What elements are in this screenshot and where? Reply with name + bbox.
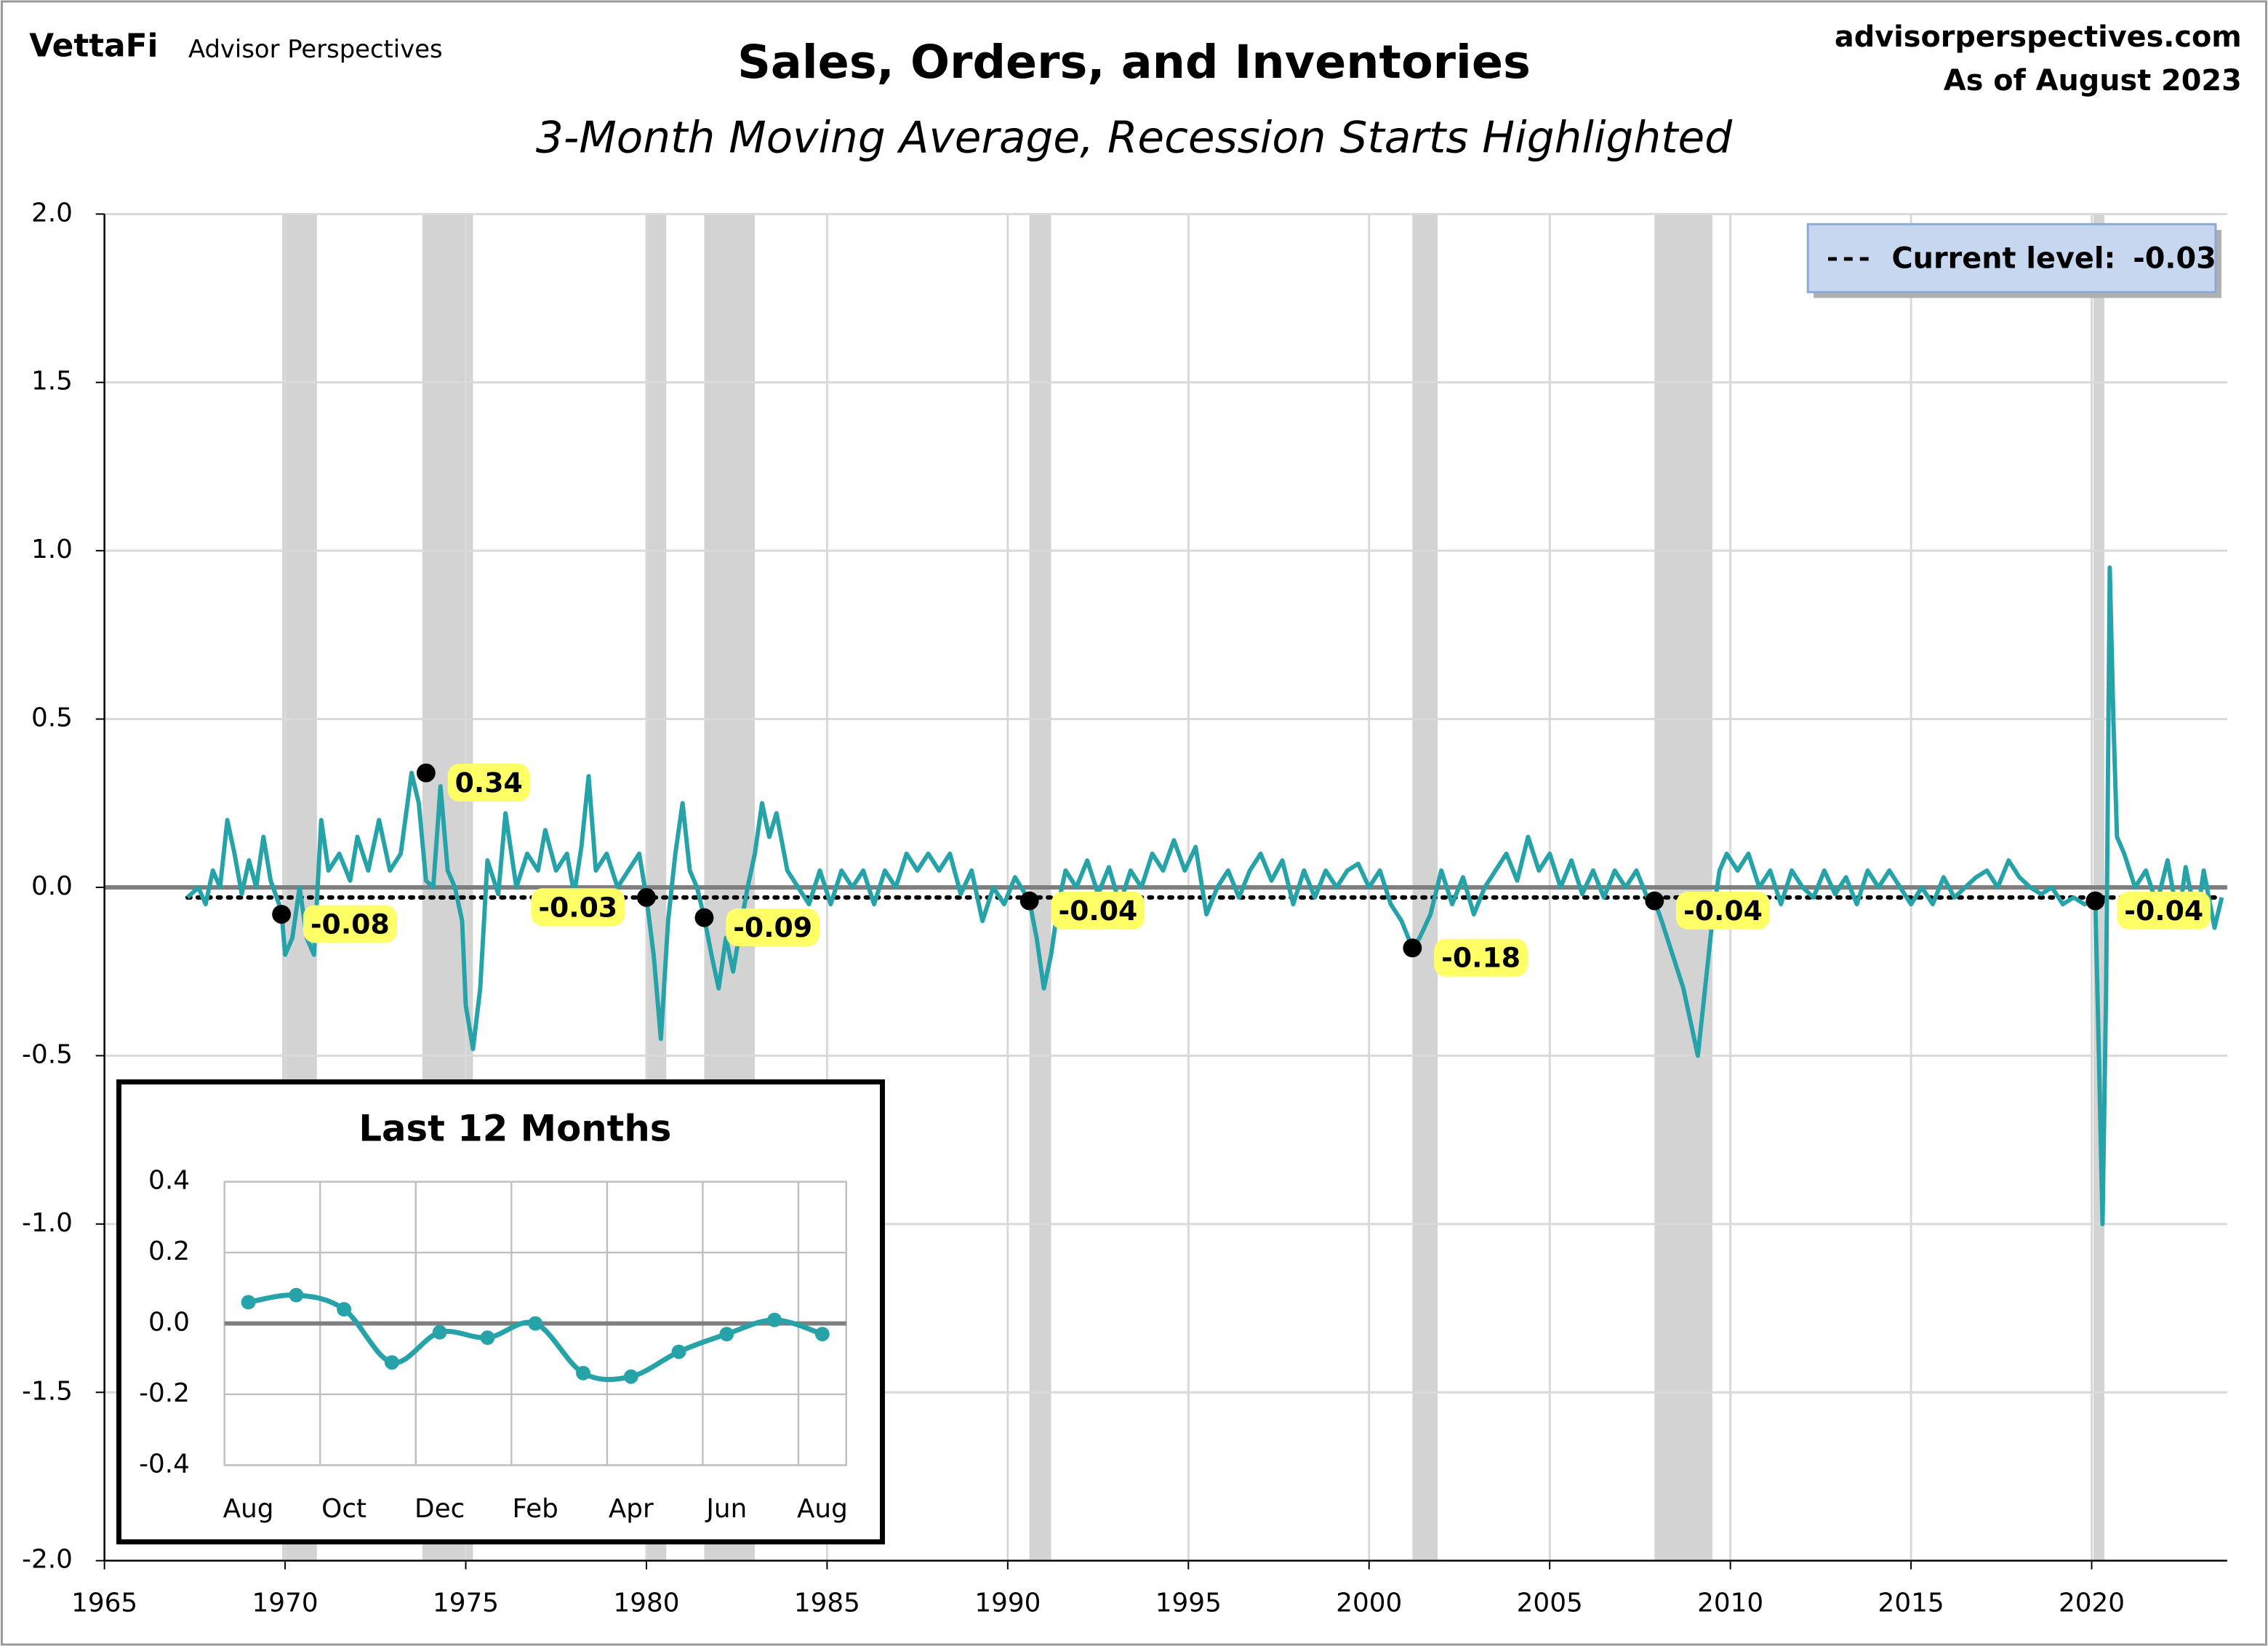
y-tick-label: -1.5 <box>22 1376 73 1406</box>
inset-y-tick-label: -0.2 <box>139 1378 190 1408</box>
chart-subtitle: 3-Month Moving Average, Recession Starts… <box>536 113 1733 163</box>
data-label-group: -0.04 <box>2117 891 2211 930</box>
data-label: -0.08 <box>310 908 390 940</box>
x-tick-label: 2010 <box>1697 1588 1763 1618</box>
chart-title: Sales, Orders, and Inventories <box>737 36 1531 89</box>
y-tick-label: 2.0 <box>31 198 73 228</box>
inset-x-tick-label: Aug <box>797 1494 848 1524</box>
data-label-bg <box>1676 891 1770 930</box>
inset-y-tick-label: -0.4 <box>139 1449 190 1479</box>
data-label: -0.03 <box>538 891 617 923</box>
inset-point <box>623 1369 638 1384</box>
data-label-group: 0.34 <box>447 764 530 802</box>
data-label-bg <box>2117 891 2211 930</box>
inset-point <box>576 1365 590 1381</box>
data-label-bg <box>726 908 820 947</box>
y-tick-label: -2.0 <box>22 1545 73 1575</box>
data-label: -0.09 <box>733 911 812 943</box>
data-label-group: -0.03 <box>531 888 625 927</box>
inset-y-tick-label: 0.4 <box>148 1166 190 1196</box>
x-tick-label: 1990 <box>974 1588 1041 1618</box>
data-label-bg <box>1051 891 1145 930</box>
y-tick-label: 1.5 <box>31 367 73 396</box>
recession-start-marker <box>1019 891 1039 911</box>
inset-point <box>289 1287 304 1303</box>
recession-start-marker <box>416 763 436 783</box>
x-tick-label: 1970 <box>252 1588 318 1618</box>
inset-title: Last 12 Months <box>358 1108 671 1150</box>
x-tick-label: 2015 <box>1878 1588 1944 1618</box>
x-tick-label: 2020 <box>2059 1588 2125 1618</box>
recession-start-marker <box>694 908 714 927</box>
x-tick-label: 1965 <box>71 1588 137 1618</box>
inset-y-tick-label: 0.2 <box>148 1237 190 1266</box>
inset-x-tick-label: Feb <box>513 1494 558 1524</box>
x-tick-label: 2000 <box>1336 1588 1402 1618</box>
inset-x-tick-label: Apr <box>609 1494 654 1524</box>
data-label-group: -0.08 <box>302 905 397 943</box>
brand-sub: Advisor Perspectives <box>188 35 443 63</box>
brand: VettaFi <box>29 28 158 65</box>
recession-start-marker <box>1403 938 1422 958</box>
inset-y-tick-label: 0.0 <box>148 1308 190 1338</box>
inset-point <box>384 1355 399 1370</box>
data-label: -0.04 <box>1683 895 1763 927</box>
y-tick-label: 0.0 <box>31 871 73 901</box>
inset-point <box>767 1312 782 1327</box>
site: advisorperspectives.com <box>1835 20 2242 54</box>
inset-point <box>528 1316 543 1331</box>
y-tick-label: -1.0 <box>22 1208 73 1238</box>
data-label: -0.18 <box>1441 942 1520 974</box>
inset-point <box>337 1302 352 1317</box>
inset-point <box>719 1327 734 1342</box>
x-tick-label: 1975 <box>433 1588 499 1618</box>
data-label: -0.04 <box>2124 895 2203 927</box>
data-label-bg <box>302 905 397 943</box>
x-tick-label: 1985 <box>794 1588 860 1618</box>
x-tick-label: 1980 <box>613 1588 679 1618</box>
data-label: -0.04 <box>1058 895 1137 927</box>
recession-start-marker <box>2085 891 2105 911</box>
inset-point <box>814 1327 830 1342</box>
y-tick-label: 1.0 <box>31 535 73 564</box>
data-label-bg <box>447 764 530 802</box>
x-tick-label: 2005 <box>1517 1588 1583 1618</box>
legend-value: -0.03 <box>2133 241 2216 275</box>
data-label-group: -0.04 <box>1051 891 1145 930</box>
as-of: As of August 2023 <box>1944 64 2242 97</box>
data-label-bg <box>1434 938 1528 977</box>
inset-point <box>241 1295 256 1310</box>
recession-start-marker <box>637 887 656 907</box>
inset-x-tick-label: Jun <box>705 1494 747 1524</box>
inset-point <box>671 1344 686 1359</box>
legend-label: Current level: <box>1892 241 2116 275</box>
x-tick-label: 1995 <box>1155 1588 1222 1618</box>
inset-point <box>432 1325 447 1340</box>
recession-start-marker <box>1645 891 1664 911</box>
inset-x-tick-label: Aug <box>223 1494 274 1524</box>
inset-x-tick-label: Dec <box>414 1494 465 1524</box>
recession-start-marker <box>272 905 292 924</box>
data-label-group: -0.18 <box>1434 938 1528 977</box>
data-label-bg <box>531 888 625 927</box>
y-tick-label: -0.5 <box>22 1039 73 1069</box>
inset-x-tick-label: Oct <box>321 1494 366 1524</box>
series-line <box>185 565 2224 1226</box>
inset-point <box>480 1330 495 1345</box>
data-label-group: -0.04 <box>1676 891 1770 930</box>
data-label-group: -0.09 <box>726 908 820 947</box>
data-label: 0.34 <box>455 767 523 799</box>
y-tick-label: 0.5 <box>31 703 73 733</box>
legend <box>1806 223 2217 294</box>
